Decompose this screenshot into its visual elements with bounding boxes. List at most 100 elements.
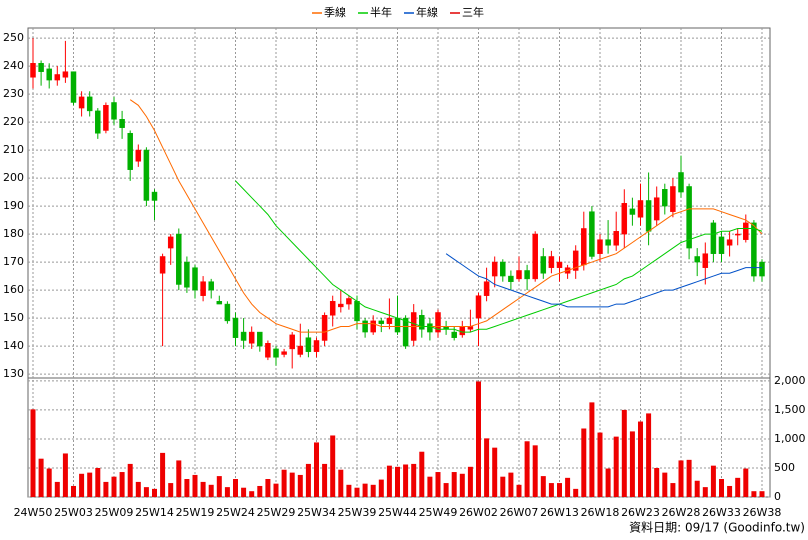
volume-bar xyxy=(184,479,190,497)
candle-body xyxy=(653,197,660,221)
volume-bar xyxy=(281,469,287,497)
candle-body xyxy=(289,334,295,350)
candle-body xyxy=(500,261,506,277)
volume-bar xyxy=(532,445,538,497)
candle-body xyxy=(313,340,320,352)
volume-bar xyxy=(751,491,757,497)
candle-body xyxy=(54,74,61,81)
x-tick-label: 24W50 xyxy=(14,506,53,519)
candle-body xyxy=(257,331,263,347)
candle-body xyxy=(629,208,636,215)
volume-bar xyxy=(557,483,562,497)
volume-bar xyxy=(87,472,93,497)
candle-body xyxy=(597,239,603,254)
candle-body xyxy=(232,317,239,338)
volume-bar xyxy=(289,472,295,497)
candle-body xyxy=(362,320,368,333)
candle-body xyxy=(589,211,595,257)
volume-bar xyxy=(95,467,101,497)
candle-body xyxy=(508,275,514,282)
x-tick-label: 25W19 xyxy=(176,506,215,519)
x-tick-label: 26W28 xyxy=(662,506,701,519)
volume-bar xyxy=(702,487,708,497)
x-tick-label: 26W02 xyxy=(459,506,498,519)
volume-bar xyxy=(613,436,619,497)
volume-bar xyxy=(678,460,684,497)
candle-body xyxy=(621,203,628,235)
candle-body xyxy=(62,71,69,78)
candle-body xyxy=(135,149,142,162)
volume-bar xyxy=(160,452,166,497)
candle-body xyxy=(111,102,117,120)
candle-body xyxy=(678,172,684,193)
candle-body xyxy=(159,256,166,274)
y-tick-label: 150 xyxy=(3,311,24,324)
y2-tick-label: 1,500 xyxy=(774,403,806,416)
candle-body xyxy=(95,110,101,134)
candle-body xyxy=(670,186,676,212)
volume-bar xyxy=(395,466,400,497)
volume-bar xyxy=(605,468,611,497)
volume-bar xyxy=(233,479,238,497)
candle-body xyxy=(524,270,530,280)
candle-body xyxy=(645,200,652,232)
candle-body xyxy=(532,233,538,280)
volume-bar xyxy=(378,479,384,497)
candle-body xyxy=(86,96,93,112)
volume-bar xyxy=(694,480,700,497)
volume-bar xyxy=(662,472,668,497)
y-tick-label: 250 xyxy=(3,31,24,44)
legend-label: 季線 xyxy=(324,5,346,19)
y2-tick-label: 500 xyxy=(774,461,795,474)
volume-bar xyxy=(621,409,627,497)
volume-bar xyxy=(127,463,133,497)
y-tick-label: 240 xyxy=(3,59,24,72)
y2-tick-label: 1,000 xyxy=(774,432,806,445)
x-tick-label: 25W44 xyxy=(378,506,417,519)
candle-body xyxy=(297,345,304,355)
x-tick-label: 26W07 xyxy=(500,506,539,519)
volume-bar xyxy=(597,432,603,497)
candle-body xyxy=(459,326,466,336)
volume-bar xyxy=(710,465,716,497)
candle-body xyxy=(613,231,619,246)
ma-line xyxy=(235,180,763,333)
candle-body xyxy=(702,253,709,268)
volume-bar xyxy=(629,431,635,497)
volume-bar xyxy=(46,468,52,497)
x-tick-label: 25W09 xyxy=(95,506,134,519)
candle-body xyxy=(167,236,174,249)
volume-bar xyxy=(200,481,206,497)
candle-body xyxy=(103,105,109,131)
candle-body xyxy=(751,222,757,277)
y-tick-label: 220 xyxy=(3,115,24,128)
candle-body xyxy=(637,200,644,218)
y2-tick-label: 2,000 xyxy=(774,374,806,387)
volume-bar xyxy=(719,479,724,497)
volume-bar xyxy=(79,473,85,497)
volume-bar xyxy=(103,481,109,497)
volume-bar xyxy=(135,481,141,497)
candle-body xyxy=(491,261,498,277)
candle-body xyxy=(346,298,352,305)
candle-body xyxy=(38,63,44,72)
x-tick-label: 25W29 xyxy=(257,506,296,519)
volume-bar xyxy=(467,466,473,497)
volume-bar xyxy=(216,476,222,497)
volume-bar xyxy=(338,469,344,497)
volume-bar xyxy=(743,468,749,497)
legend-label: 三年 xyxy=(462,5,484,19)
x-tick-label: 25W24 xyxy=(216,506,255,519)
candle-body xyxy=(759,261,765,277)
candle-body xyxy=(581,228,587,266)
volume-bar xyxy=(54,481,60,497)
volume-bar xyxy=(192,474,198,497)
volume-bar xyxy=(273,483,279,497)
candle-body xyxy=(694,256,700,263)
volume-bar xyxy=(581,428,587,497)
candle-body xyxy=(743,222,749,240)
candle-body xyxy=(184,261,190,288)
candle-body xyxy=(30,63,36,78)
candle-body xyxy=(119,119,125,128)
candle-body xyxy=(281,351,287,355)
